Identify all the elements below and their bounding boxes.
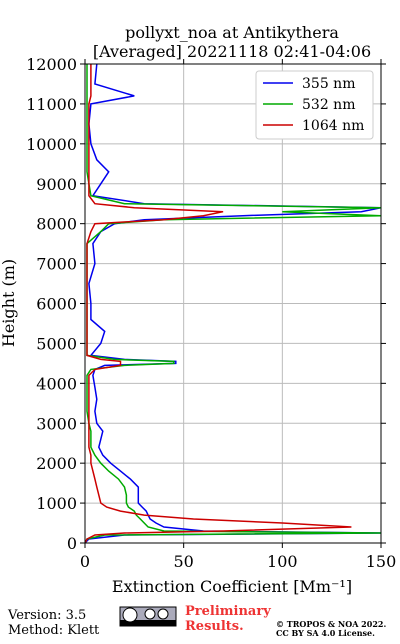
legend-label: 532 nm [302,97,355,113]
x-tick-label: 100 [267,552,298,571]
plot-frame [84,63,382,544]
y-tick-label: 11000 [26,95,77,114]
y-tick-label: 8000 [36,215,77,234]
x-tick-label: 0 [80,552,90,571]
y-tick-label: 4000 [36,374,77,393]
version: Version: 3.5 [7,608,86,623]
legend-box [255,70,374,140]
y-tick-label: 5000 [36,334,77,353]
profile-line [85,64,352,543]
y-tick-label: 7000 [36,255,77,274]
y-tick-label: 10000 [26,135,77,154]
x-axis-label: Extinction Coefficient [Mm⁻¹] [112,577,352,596]
y-axis-label: Height (m) [0,259,18,347]
lines [85,64,381,543]
method: Method: Klett [8,623,100,638]
status: Results. [185,619,244,634]
y-tick-label: 2000 [36,454,77,473]
legend-label: 1064 nm [302,118,364,134]
y-tick-label: 0 [67,534,77,553]
copyright: © TROPOS & NOA 2022. [276,619,386,629]
chart-title: pollyxt_noa at Antikythera [125,23,339,42]
cc-logo [119,606,177,627]
x-tick-label: 50 [173,552,193,571]
y-tick-label: 12000 [26,55,77,74]
status: Preliminary [185,604,271,619]
chart-subtitle: [Averaged] 20221118 02:41-04:06 [93,42,371,61]
y-tick-label: 6000 [36,295,77,314]
x-tick-label: 150 [366,552,397,571]
legend: 355 nm 532 nm 1064 nm [255,70,374,140]
y-tick-label: 9000 [36,175,77,194]
license: CC BY SA 4.0 License. [276,628,375,638]
y-tick-label: 3000 [36,414,77,433]
y-tick-label: 1000 [36,494,77,513]
profile-line [85,64,381,543]
legend-label: 355 nm [302,76,355,92]
